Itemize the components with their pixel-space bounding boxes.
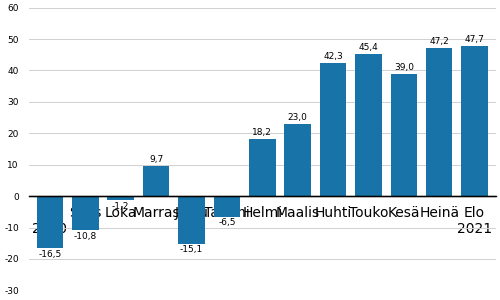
Text: -10,8: -10,8 — [74, 232, 97, 241]
Text: -1,2: -1,2 — [112, 202, 130, 211]
Text: 42,3: 42,3 — [323, 52, 343, 62]
Bar — [462, 46, 488, 196]
Text: 18,2: 18,2 — [252, 128, 272, 137]
Bar — [178, 196, 204, 244]
Text: 23,0: 23,0 — [288, 113, 308, 122]
Bar — [143, 166, 170, 196]
Bar — [214, 196, 240, 217]
Bar — [108, 196, 134, 200]
Bar — [355, 53, 382, 196]
Bar — [36, 196, 63, 248]
Bar — [426, 48, 452, 196]
Text: 39,0: 39,0 — [394, 63, 414, 72]
Text: 47,7: 47,7 — [464, 35, 484, 44]
Bar — [390, 74, 417, 196]
Text: 9,7: 9,7 — [149, 155, 163, 164]
Bar — [249, 139, 276, 196]
Text: -15,1: -15,1 — [180, 245, 203, 254]
Text: 47,2: 47,2 — [430, 37, 449, 46]
Text: 45,4: 45,4 — [358, 43, 378, 52]
Bar — [72, 196, 99, 230]
Text: -6,5: -6,5 — [218, 218, 236, 227]
Bar — [284, 124, 311, 196]
Text: -16,5: -16,5 — [38, 250, 62, 259]
Bar — [320, 63, 346, 196]
